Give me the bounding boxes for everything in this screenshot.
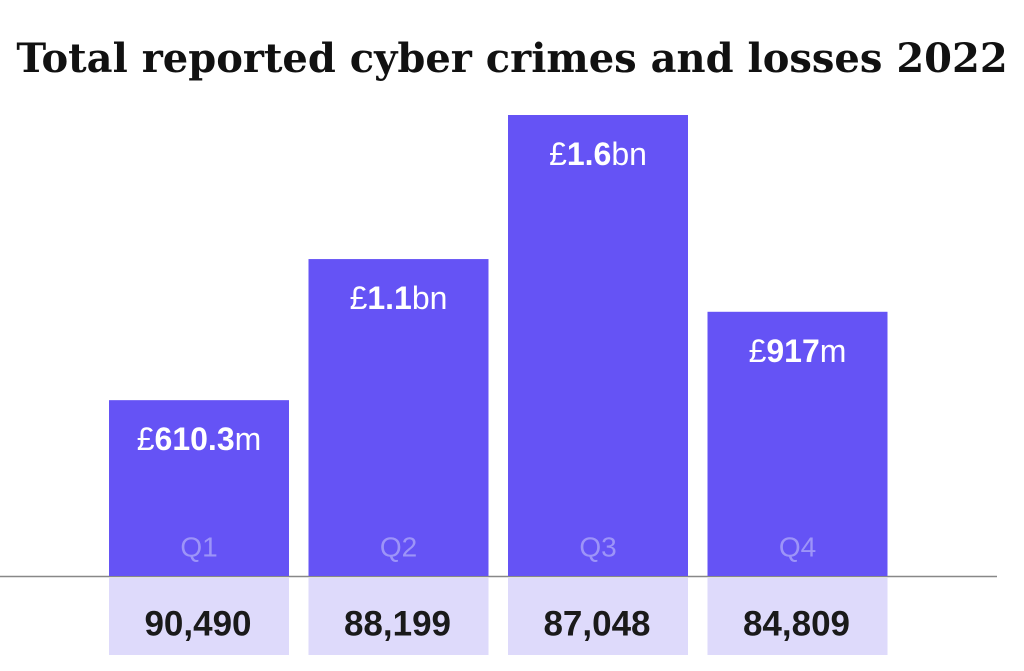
count-box	[308, 578, 489, 655]
count-label: 87,048	[543, 604, 650, 643]
count-box	[707, 578, 888, 655]
value-label: £917m	[749, 333, 847, 369]
value-label: £1.6bn	[549, 136, 647, 172]
bar	[508, 115, 688, 576]
count-label: 88,199	[344, 604, 451, 643]
category-label: Q4	[779, 531, 816, 562]
count-label: 84,809	[743, 604, 850, 643]
bar	[308, 259, 489, 576]
count-box	[508, 578, 688, 655]
count-label: 90,490	[144, 604, 251, 643]
bar	[707, 311, 888, 576]
category-label: Q1	[180, 531, 217, 562]
category-label: Q2	[380, 531, 417, 562]
count-box	[109, 578, 289, 655]
value-label: £1.1bn	[350, 281, 448, 317]
category-label: Q3	[579, 531, 616, 562]
chart-title: Total reported cyber crimes and losses 2…	[16, 35, 1007, 82]
bar	[109, 400, 289, 576]
value-label: £610.3m	[137, 422, 262, 458]
